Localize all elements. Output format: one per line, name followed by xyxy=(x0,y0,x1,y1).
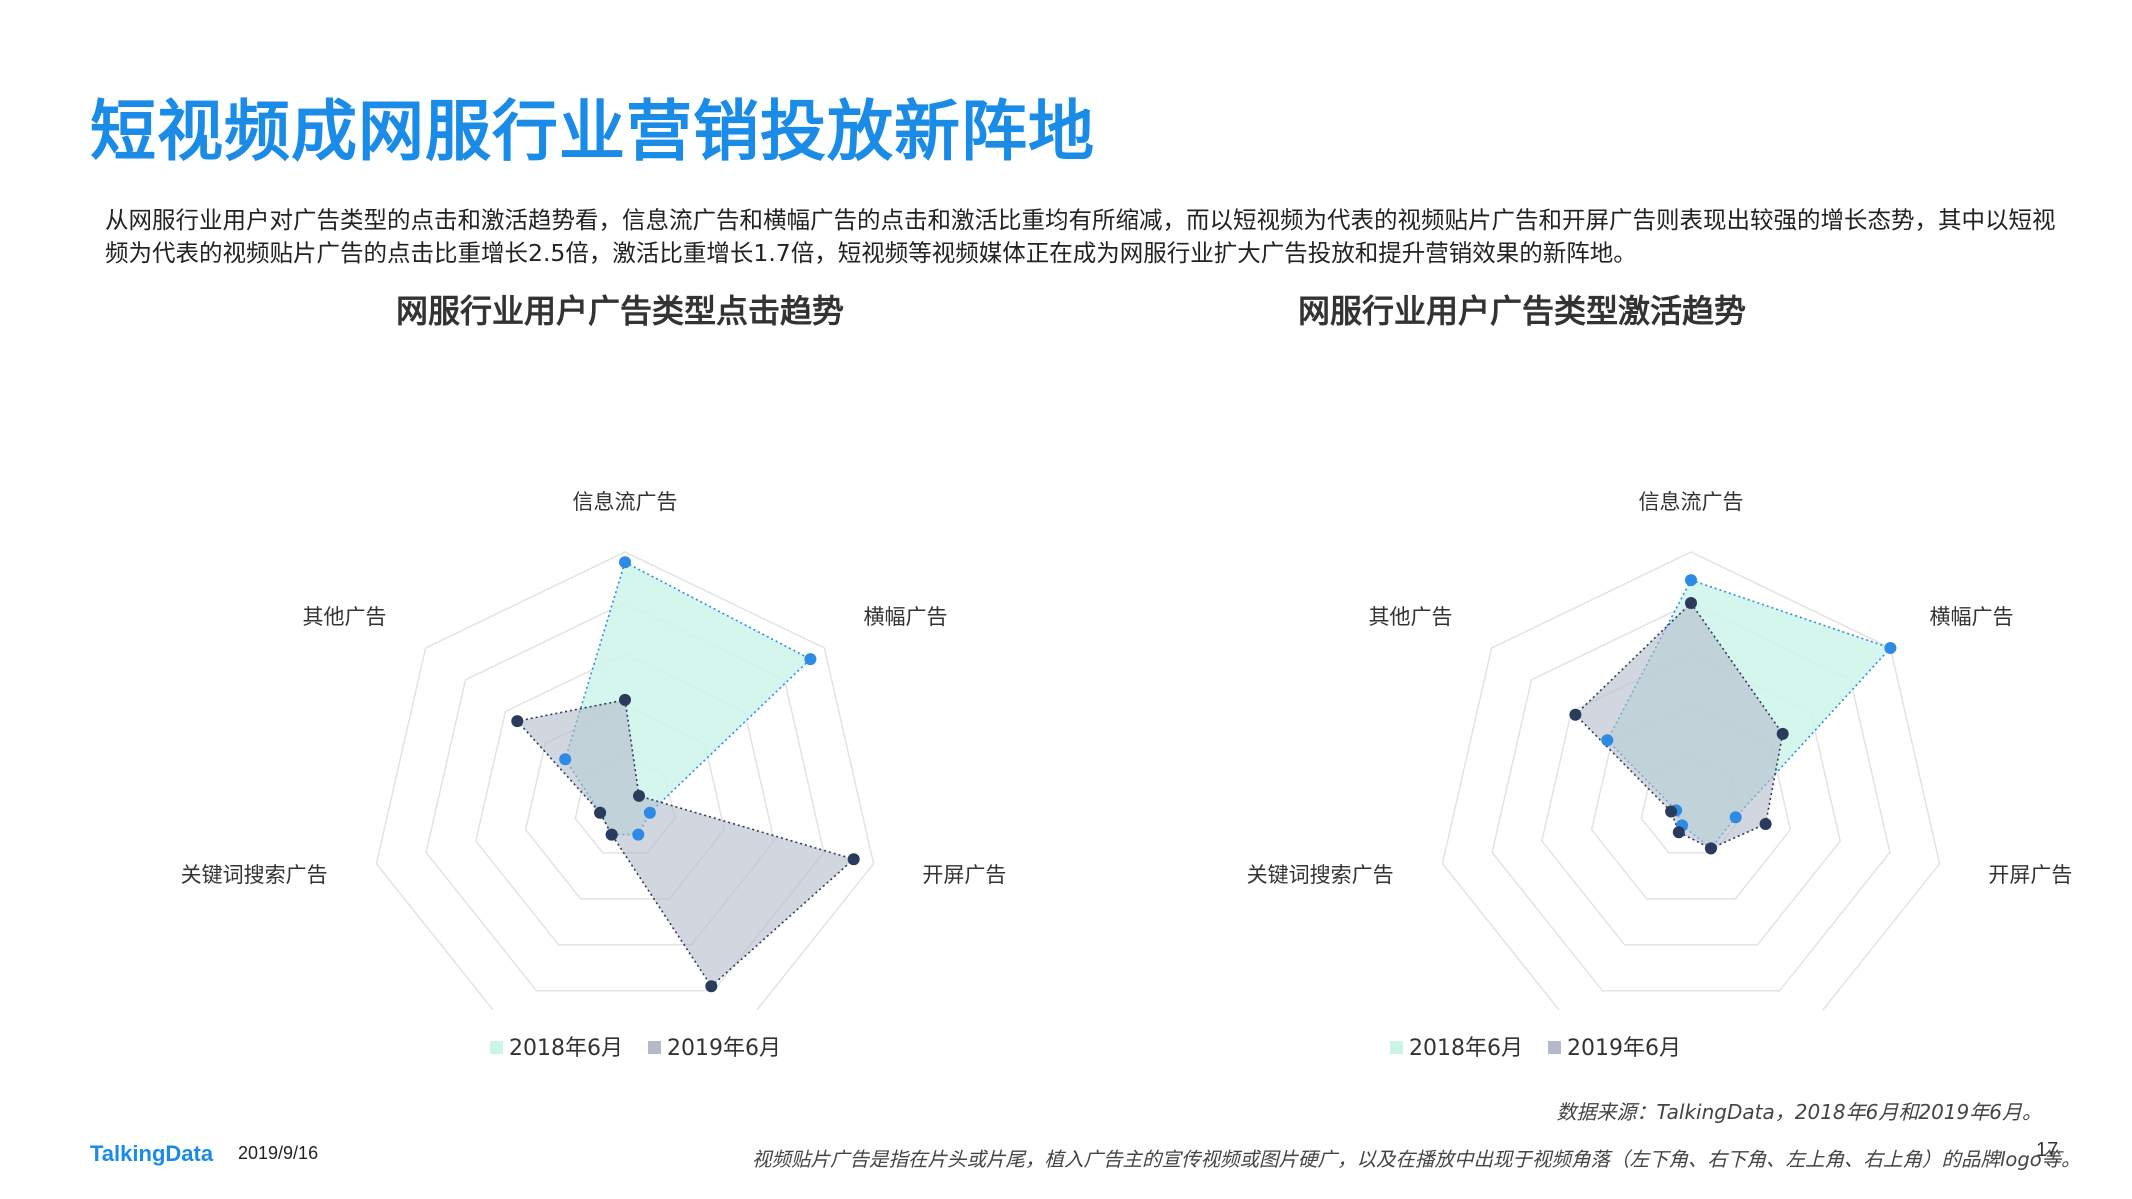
legend-swatch-2018 xyxy=(490,1041,503,1054)
axis-label: 开屏广告 xyxy=(1988,863,2072,887)
data-point-2019 xyxy=(1704,842,1717,855)
radar-chart-clicks: 信息流广告横幅广告开屏广告视频贴片广告(例如：短视频)文字广告关键词搜索广告其他… xyxy=(181,490,1006,1010)
data-point-2019 xyxy=(847,853,860,866)
data-point-2018 xyxy=(1884,642,1897,654)
data-point-2019 xyxy=(1776,727,1789,740)
grid-ring xyxy=(1441,551,1941,1010)
grid-ring xyxy=(1491,602,1891,992)
axis-label: 横幅广告 xyxy=(1930,605,2014,629)
data-point-2019 xyxy=(511,715,524,728)
axis-label: 开屏广告 xyxy=(922,863,1006,887)
legend-label-2018: 2018年6月 xyxy=(509,1036,623,1061)
data-point-2019 xyxy=(1685,597,1697,609)
data-point-2018 xyxy=(632,828,645,841)
intro-paragraph: 从网服行业用户对广告类型的点击和激活趋势看，信息流广告和横幅广告的点击和激活比重… xyxy=(105,206,2056,267)
data-point-2018 xyxy=(643,806,656,819)
legend-item-2018: 2018年6月 xyxy=(490,1030,623,1062)
data-point-2019 xyxy=(705,980,718,993)
chart-title-clicks: 网服行业用户广告类型点击趋势 xyxy=(395,292,844,330)
radar-chart-activations: 信息流广告横幅广告开屏广告视频贴片广告(例如：短视频)文字广告关键词搜索广告其他… xyxy=(1247,490,2072,1010)
legend-label-2019: 2019年6月 xyxy=(667,1036,781,1061)
data-point-2019 xyxy=(605,828,618,841)
data-source: 数据来源：TalkingData，2018年6月和2019年6月。 xyxy=(1556,1100,2042,1124)
data-point-2018 xyxy=(1685,574,1697,587)
legend-activations: 2018年6月 2019年6月 xyxy=(1390,1030,1699,1062)
data-point-2019 xyxy=(619,693,631,706)
axis-label: 横幅广告 xyxy=(864,605,948,629)
grid-ring xyxy=(474,653,776,946)
legend-swatch-2018 xyxy=(1390,1041,1403,1054)
page-number: 17 xyxy=(2036,1139,2059,1161)
legend-clicks: 2018年6月 2019年6月 xyxy=(490,1030,799,1062)
chart-title-activations: 网服行业用户广告类型激活趋势 xyxy=(1297,292,1746,330)
grid-ring xyxy=(375,551,875,1010)
footer-date: 2019/9/16 xyxy=(238,1143,319,1163)
talkingdata-logo: TalkingData xyxy=(90,1141,214,1166)
legend-item-2019: 2019年6月 xyxy=(1548,1030,1681,1062)
data-point-2019 xyxy=(1759,818,1772,830)
legend-swatch-2019 xyxy=(648,1041,661,1054)
data-point-2019 xyxy=(1665,805,1678,818)
data-point-2018 xyxy=(559,753,572,766)
grid-ring xyxy=(1540,653,1842,946)
axis-label: 关键词搜索广告 xyxy=(181,863,328,887)
grid-ring xyxy=(425,602,825,992)
legend-label-2018: 2018年6月 xyxy=(1409,1036,1523,1061)
footnote: 视频贴片广告是指在片头或片尾，植入广告主的宣传视频或图片硬广，以及在播放中出现于… xyxy=(752,1148,2081,1171)
data-point-2019 xyxy=(633,789,645,802)
data-point-2019 xyxy=(594,806,607,819)
axis-label: 其他广告 xyxy=(1369,605,1453,629)
data-point-2018 xyxy=(804,653,817,666)
axis-label: 其他广告 xyxy=(303,605,387,629)
data-point-2019 xyxy=(1672,826,1685,839)
data-point-2018 xyxy=(1729,811,1742,824)
data-point-2018 xyxy=(1601,734,1614,747)
legend-label-2019: 2019年6月 xyxy=(1567,1036,1681,1061)
data-point-2019 xyxy=(1569,708,1582,721)
legend-swatch-2019 xyxy=(1548,1041,1561,1054)
axis-label: 信息流广告 xyxy=(573,490,678,514)
page-title: 短视频成网服行业营销投放新阵地 xyxy=(90,93,1095,170)
legend-item-2018: 2018年6月 xyxy=(1390,1030,1523,1062)
series-area-2019 xyxy=(515,698,856,988)
axis-label: 信息流广告 xyxy=(1639,490,1744,514)
axis-label: 关键词搜索广告 xyxy=(1247,863,1394,887)
legend-item-2019: 2019年6月 xyxy=(648,1030,781,1062)
series-area-2019 xyxy=(1574,601,1784,850)
data-point-2018 xyxy=(619,556,631,569)
